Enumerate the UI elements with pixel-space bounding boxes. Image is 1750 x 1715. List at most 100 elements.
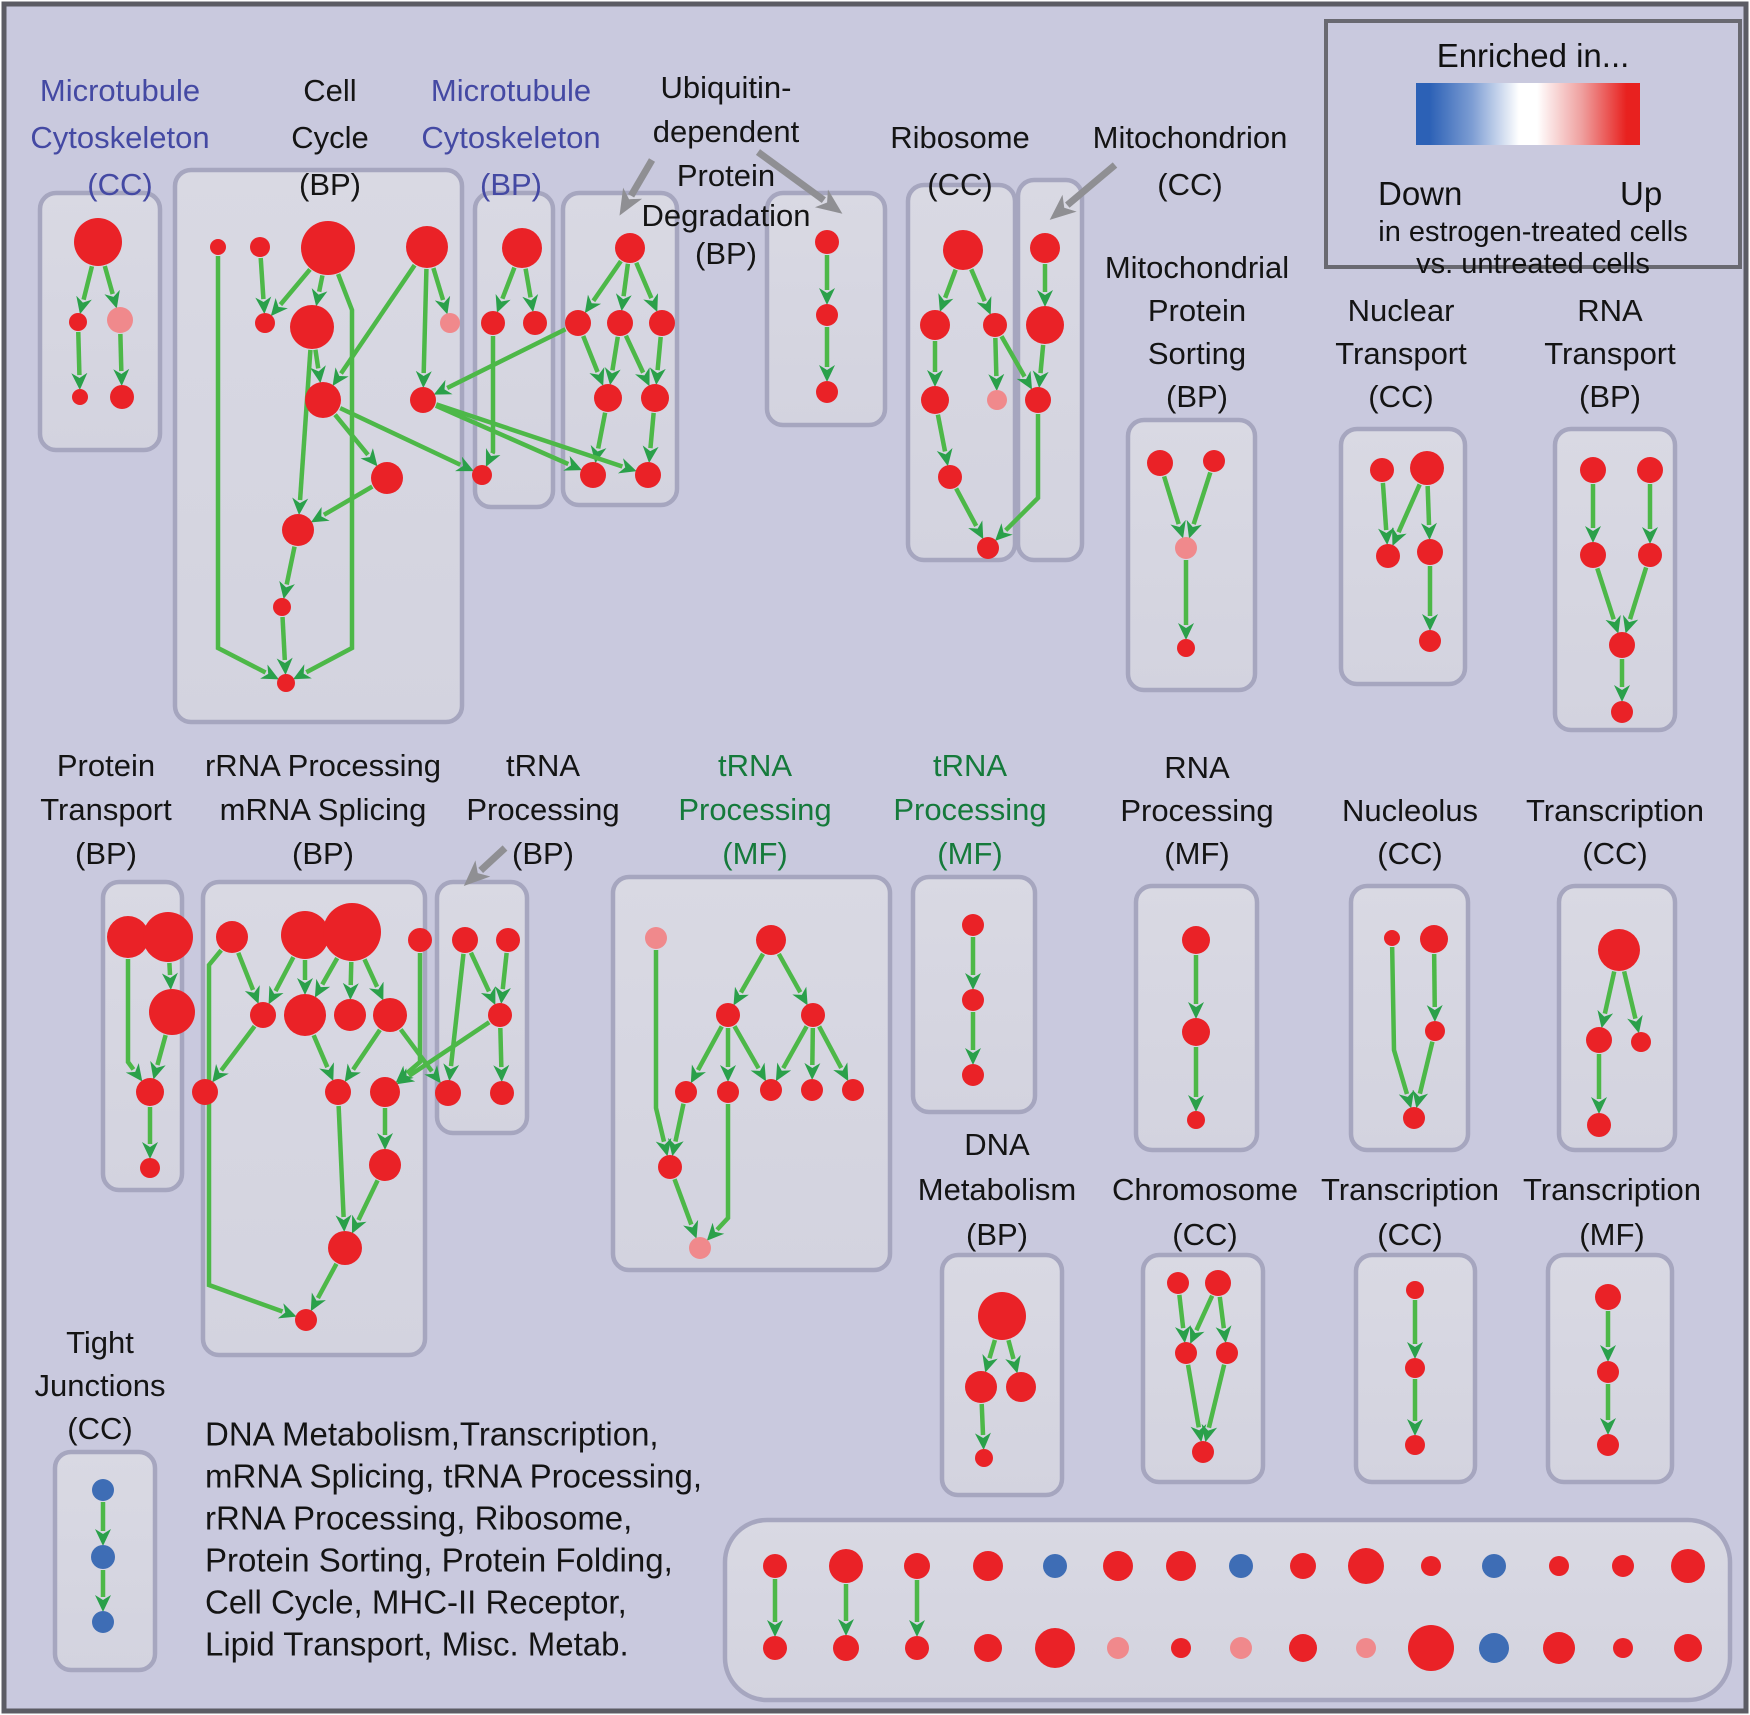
- edge-arrow: [1032, 344, 1049, 389]
- group-label-chromosome: Chromosome: [1112, 1172, 1298, 1207]
- node-rnatrans-mr: [1638, 543, 1662, 567]
- misc-note-line: Lipid Transport, Misc. Metab.: [205, 1626, 629, 1663]
- edge-arrow: [314, 956, 340, 998]
- node-nuctrans-bl: [1376, 544, 1400, 568]
- group-label-dnamet: Metabolism: [918, 1172, 1077, 1207]
- node-dnamet-b: [975, 1449, 993, 1467]
- edge-arrow: [310, 484, 374, 523]
- group-label-mt_cc: Microtubule: [40, 73, 200, 108]
- node-chromosome-ml: [1175, 1342, 1197, 1364]
- node-transcc2-a: [1406, 1281, 1424, 1299]
- node-transmf-a: [1595, 1284, 1621, 1310]
- group-label-nuctrans: Transport: [1335, 336, 1467, 371]
- node-chromosome-b: [1192, 1441, 1214, 1463]
- node-rrna-l2: [370, 1077, 400, 1107]
- matrix-dot-top-3: [904, 1553, 930, 1579]
- node-nucleolus-b: [1403, 1107, 1425, 1129]
- node-rrna-m1: [250, 1002, 276, 1028]
- edge-arrow: [339, 406, 474, 472]
- group-label-transcc2: Transcription: [1321, 1172, 1499, 1207]
- node-transcc1-top: [1598, 929, 1640, 971]
- legend-caption-line1: in estrogen-treated cells: [1378, 216, 1688, 248]
- node-cell_cycle-pk: [440, 313, 460, 333]
- matrix-dot-top-13: [1549, 1556, 1569, 1576]
- layer-edges: [71, 149, 1658, 1637]
- edge-arrow: [495, 952, 511, 1005]
- label-pointer-arrow: [1049, 162, 1118, 220]
- node-trnamf1-pkb: [689, 1237, 711, 1259]
- matrix-dot-top-5: [1043, 1554, 1067, 1578]
- group-label-rnamf: RNA: [1164, 750, 1230, 785]
- edge-arrow: [236, 951, 260, 1004]
- edge-arrow: [102, 265, 120, 309]
- node-mitosort-pk: [1175, 537, 1197, 559]
- group-label-tightjunc: (CC): [67, 1411, 132, 1446]
- group-label-ribosome: Ribosome: [890, 120, 1030, 155]
- node-ub2-a: [815, 230, 839, 254]
- edge-arrow: [268, 956, 296, 1005]
- matrix-dot-bottom-12: [1479, 1633, 1509, 1663]
- group-label-trnabp: tRNA: [506, 748, 580, 783]
- edge-arrow: [1389, 946, 1415, 1109]
- matrix-dot-bottom-2: [833, 1635, 859, 1661]
- node-rnatrans-ml: [1580, 542, 1606, 568]
- node-trnamf1-ml: [716, 1003, 740, 1027]
- node-rrna-T3: [323, 903, 381, 961]
- edge-arrow: [982, 1339, 998, 1373]
- edge-arrow: [1595, 567, 1621, 634]
- group-label-nuctrans: (CC): [1368, 379, 1433, 414]
- node-prottrans-tr: [143, 912, 193, 962]
- group-box-mito: [1015, 177, 1085, 563]
- edge-arrow: [1186, 471, 1213, 539]
- group-label-transmf: (MF): [1579, 1217, 1644, 1252]
- node-mt_cc-d: [72, 389, 88, 405]
- edge-arrow: [653, 950, 672, 1157]
- group-label-trnabp: (BP): [512, 836, 574, 871]
- node-trnamf1-b3: [760, 1079, 782, 1101]
- edge-arrow: [342, 961, 359, 1001]
- node-mt_bp-d: [472, 465, 492, 485]
- matrix-dot-top-4: [973, 1551, 1003, 1581]
- matrix-dot-top-7: [1166, 1551, 1196, 1581]
- node-chromosome-tr: [1205, 1270, 1231, 1296]
- node-cell_cycle-T3: [301, 221, 355, 275]
- legend-box: Enriched in... Down Up in estrogen-treat…: [1324, 19, 1742, 280]
- node-rrna-M2: [284, 994, 326, 1036]
- group-label-tightjunc: Junctions: [35, 1368, 166, 1403]
- matrix-dot-bottom-11: [1408, 1625, 1454, 1671]
- matrix-dot-bottom-5: [1035, 1628, 1075, 1668]
- node-prottrans-tl: [107, 916, 149, 958]
- matrix-dot-bottom-8: [1230, 1637, 1252, 1659]
- group-label-prottrans: (BP): [75, 836, 137, 871]
- edge-arrow: [604, 336, 621, 386]
- edge-arrow: [817, 1025, 849, 1082]
- node-ub1-mc: [607, 310, 633, 336]
- edge-arrow: [776, 952, 808, 1006]
- node-ub1-t: [615, 233, 645, 263]
- node-cell_cycle-m1: [255, 313, 275, 333]
- group-label-ub1: Degradation: [642, 198, 811, 233]
- group-label-trnamf2: Processing: [893, 792, 1046, 827]
- group-box-dnamet: [939, 1252, 1065, 1498]
- edge-arrow: [76, 265, 95, 315]
- group-label-trnamf2: tRNA: [933, 748, 1007, 783]
- node-transcc2-c: [1405, 1435, 1425, 1455]
- group-box-chromosome: [1140, 1252, 1266, 1485]
- edge-arrow: [468, 951, 496, 1006]
- group-label-trnamf1: (MF): [722, 836, 787, 871]
- edge-arrow: [113, 333, 130, 387]
- matrix-dot-bottom-4: [974, 1634, 1002, 1662]
- node-nuctrans-tr: [1410, 451, 1444, 485]
- group-label-transcc1: Transcription: [1526, 793, 1704, 828]
- node-rnamf-a: [1182, 926, 1210, 954]
- legend-up-label: Up: [1620, 175, 1663, 212]
- matrix-dot-top-1: [763, 1554, 787, 1578]
- node-mitosort-tl: [1147, 450, 1173, 476]
- legend-down-label: Down: [1378, 175, 1463, 212]
- edge-arrow: [125, 959, 143, 1082]
- group-box-rnamf: [1133, 883, 1260, 1153]
- group-label-cell_cycle: Cycle: [291, 120, 369, 155]
- matrix-dot-top-2: [829, 1549, 863, 1583]
- edge-arrow: [954, 487, 984, 540]
